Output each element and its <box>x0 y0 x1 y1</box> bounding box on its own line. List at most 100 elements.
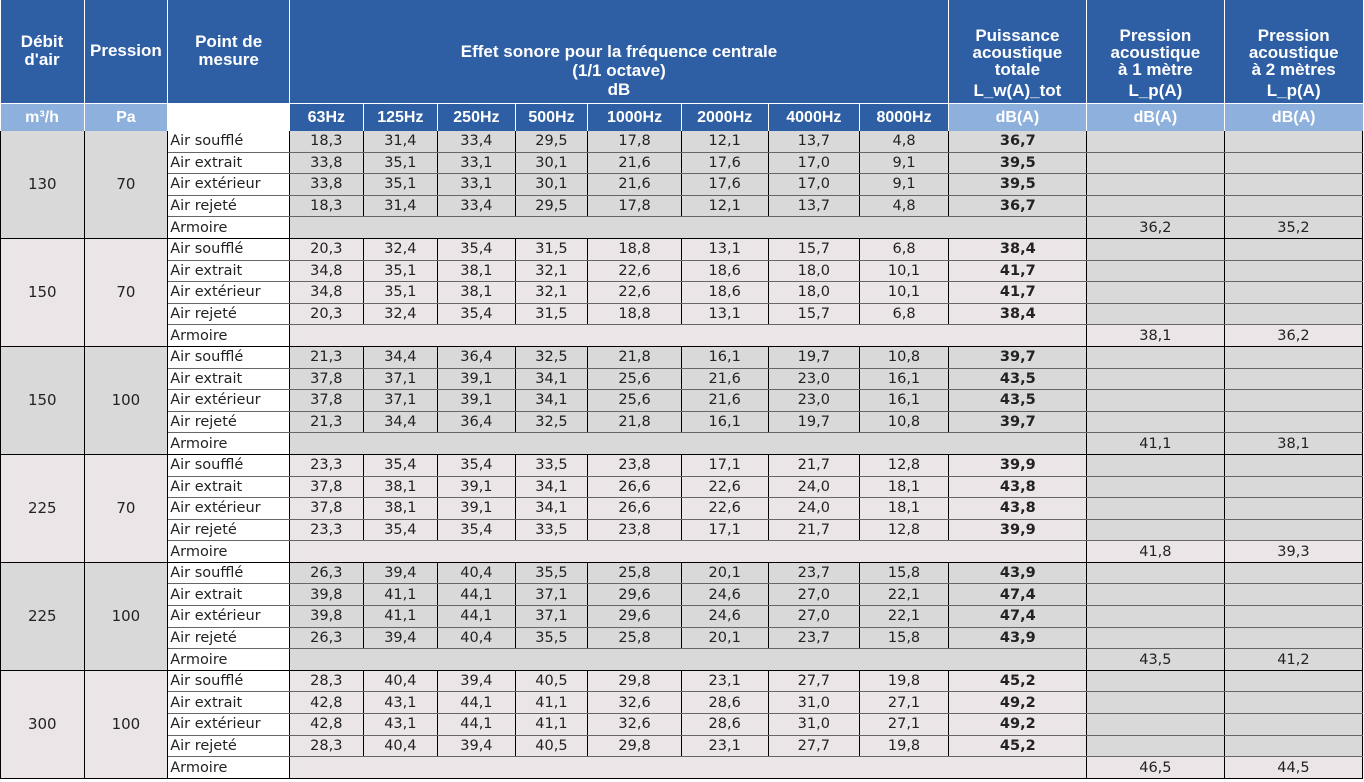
unit-freq-63: 63Hz <box>289 102 364 131</box>
cell-frequency-value: 33,5 <box>514 519 589 542</box>
cell-frequency-value: 37,1 <box>514 583 589 607</box>
unit-p1: dB(A) <box>1086 102 1225 131</box>
cell-frequency-value: 16,1 <box>680 346 769 369</box>
cell-frequency-value: 36,4 <box>437 346 516 369</box>
cell-point-de-mesure: Air extérieur <box>167 281 291 304</box>
cell-frequency-value: 27,0 <box>767 583 861 607</box>
cell-total: 43,9 <box>947 627 1087 650</box>
cell-frequency-value: 29,5 <box>514 131 589 153</box>
cell-frequency-value: 34,8 <box>289 281 364 304</box>
cell-total: 49,2 <box>947 713 1087 736</box>
cell-total: 39,5 <box>947 152 1087 175</box>
cell-pression-2m: 38,1 <box>1223 432 1364 455</box>
cell-frequency-value: 20,1 <box>680 627 769 650</box>
cell-frequency-value: 13,7 <box>767 195 861 218</box>
table-row: Air rejeté 21,3 34,4 36,4 32,5 21,8 16,1 19,7 10… <box>1 411 1364 434</box>
cell-point-de-mesure: Air extérieur <box>167 497 291 520</box>
cell-empty <box>1223 346 1364 369</box>
cell-frequency-value: 33,8 <box>289 152 364 175</box>
table-row: Air extérieur 42,8 43,1 44,1 41,1 32,6 28,6 31,… <box>1 713 1364 736</box>
cell-frequency-value: 34,1 <box>514 476 589 499</box>
cell-frequency-value: 12,8 <box>859 454 949 477</box>
cell-empty <box>1085 605 1225 628</box>
cell-frequency-value: 6,8 <box>859 238 949 261</box>
cell-empty <box>1223 303 1364 326</box>
cell-frequency-value: 44,1 <box>437 583 516 607</box>
cell-frequency-value: 18,3 <box>289 131 364 153</box>
cell-total: 36,7 <box>947 195 1087 218</box>
cell-total: 49,2 <box>947 691 1087 715</box>
cell-frequency-value: 13,1 <box>680 238 769 261</box>
table-row: Air extérieur 33,8 35,1 33,1 30,1 21,6 17,6 17,… <box>1 173 1364 196</box>
cell-frequency-value: 13,7 <box>767 131 861 153</box>
cell-frequency-value: 44,1 <box>437 713 516 736</box>
cell-frequency-value: 28,3 <box>289 735 364 758</box>
cell-frequency-value: 20,3 <box>289 238 364 261</box>
cell-empty <box>1085 195 1225 218</box>
cell-point-de-mesure: Armoire <box>167 540 291 563</box>
cell-frequency-value: 18,0 <box>767 281 861 304</box>
table-row: Air extrait 34,8 35,1 38,1 32,1 22,6 18,6 18,0 1… <box>1 260 1364 283</box>
cell-frequency-value: 16,1 <box>859 389 949 412</box>
cell-total: 38,4 <box>947 303 1087 326</box>
cell-frequency-value: 19,8 <box>859 735 949 758</box>
cell-pression: 70 <box>83 238 169 347</box>
cell-frequency-value: 39,8 <box>289 583 364 607</box>
cell-point-de-mesure: Air extrait <box>167 691 291 715</box>
cell-frequency-value: 22,6 <box>587 281 682 304</box>
cell-frequency-value: 18,3 <box>289 195 364 218</box>
cell-empty <box>1085 131 1225 153</box>
cell-frequency-value: 32,1 <box>514 281 589 304</box>
cell-frequency-value: 34,1 <box>514 368 589 391</box>
unit-freq-250: 250Hz <box>437 102 516 131</box>
cell-frequency-value: 24,0 <box>767 497 861 520</box>
cell-frequency-value: 30,1 <box>514 173 589 196</box>
cell-frequency-value: 38,1 <box>437 260 516 283</box>
cell-total: 39,9 <box>947 519 1087 542</box>
unit-freq-125: 125Hz <box>363 102 439 131</box>
cell-frequency-value: 27,7 <box>767 735 861 758</box>
cell-pression-2m: 39,3 <box>1223 540 1364 563</box>
cell-point-de-mesure: Air extrait <box>167 152 291 175</box>
cell-frequency-value: 26,6 <box>587 476 682 499</box>
cell-empty <box>1223 670 1364 693</box>
table-row: 225 70 Air soufflé 23,3 35,4 35,4 33,5 23,8 17,1… <box>0 454 1364 563</box>
cell-frequency-value: 17,1 <box>680 454 769 477</box>
cell-total: 39,7 <box>947 411 1087 434</box>
table-row: Air extérieur 34,8 35,1 38,1 32,1 22,6 18,6 18,… <box>1 281 1364 304</box>
cell-point-de-mesure: Armoire <box>167 324 291 347</box>
unit-freq-2000: 2000Hz <box>681 102 769 131</box>
cell-frequency-value: 23,8 <box>587 519 682 542</box>
cell-frequency-value: 35,1 <box>362 281 439 304</box>
cell-frequency-value: 20,1 <box>680 562 769 585</box>
cell-pression: 70 <box>83 454 169 563</box>
cell-frequency-value: 23,7 <box>767 627 861 650</box>
cell-frequency-value: 41,1 <box>362 605 439 628</box>
cell-frequency-value: 39,1 <box>437 389 516 412</box>
cell-frequency-value: 39,1 <box>437 368 516 391</box>
cell-frequency-value: 12,1 <box>680 131 769 153</box>
cell-total: 43,5 <box>947 389 1087 412</box>
cell-frequency-value: 18,1 <box>859 476 949 499</box>
cell-frequency-value: 15,8 <box>859 562 949 585</box>
cell-frequency-value: 33,1 <box>437 173 516 196</box>
cell-debit: 225 <box>0 562 85 671</box>
cell-pression-1m: 41,1 <box>1085 432 1225 455</box>
cell-empty <box>1085 389 1225 412</box>
cell-frequency-value: 29,5 <box>514 195 589 218</box>
cell-empty <box>1085 346 1225 369</box>
cell-frequency-value: 15,7 <box>767 238 861 261</box>
table-row: Air rejeté 28,3 40,4 39,4 40,5 29,8 23,1 27,7 19… <box>1 735 1364 758</box>
cell-empty <box>1223 497 1364 520</box>
cell-frequency-value: 41,1 <box>514 713 589 736</box>
cell-empty <box>1085 152 1225 175</box>
cell-empty <box>1085 368 1225 391</box>
cell-point-de-mesure: Air soufflé <box>167 346 291 369</box>
cell-point-de-mesure: Air rejeté <box>167 303 291 326</box>
cell-frequency-value: 17,6 <box>680 173 769 196</box>
cell-pression: 100 <box>83 562 169 671</box>
cell-frequency-value: 17,1 <box>680 519 769 542</box>
table-row: 150 100 Air soufflé 21,3 34,4 36,4 32,5 21,8 16,… <box>0 346 1364 455</box>
cell-empty <box>1223 411 1364 434</box>
